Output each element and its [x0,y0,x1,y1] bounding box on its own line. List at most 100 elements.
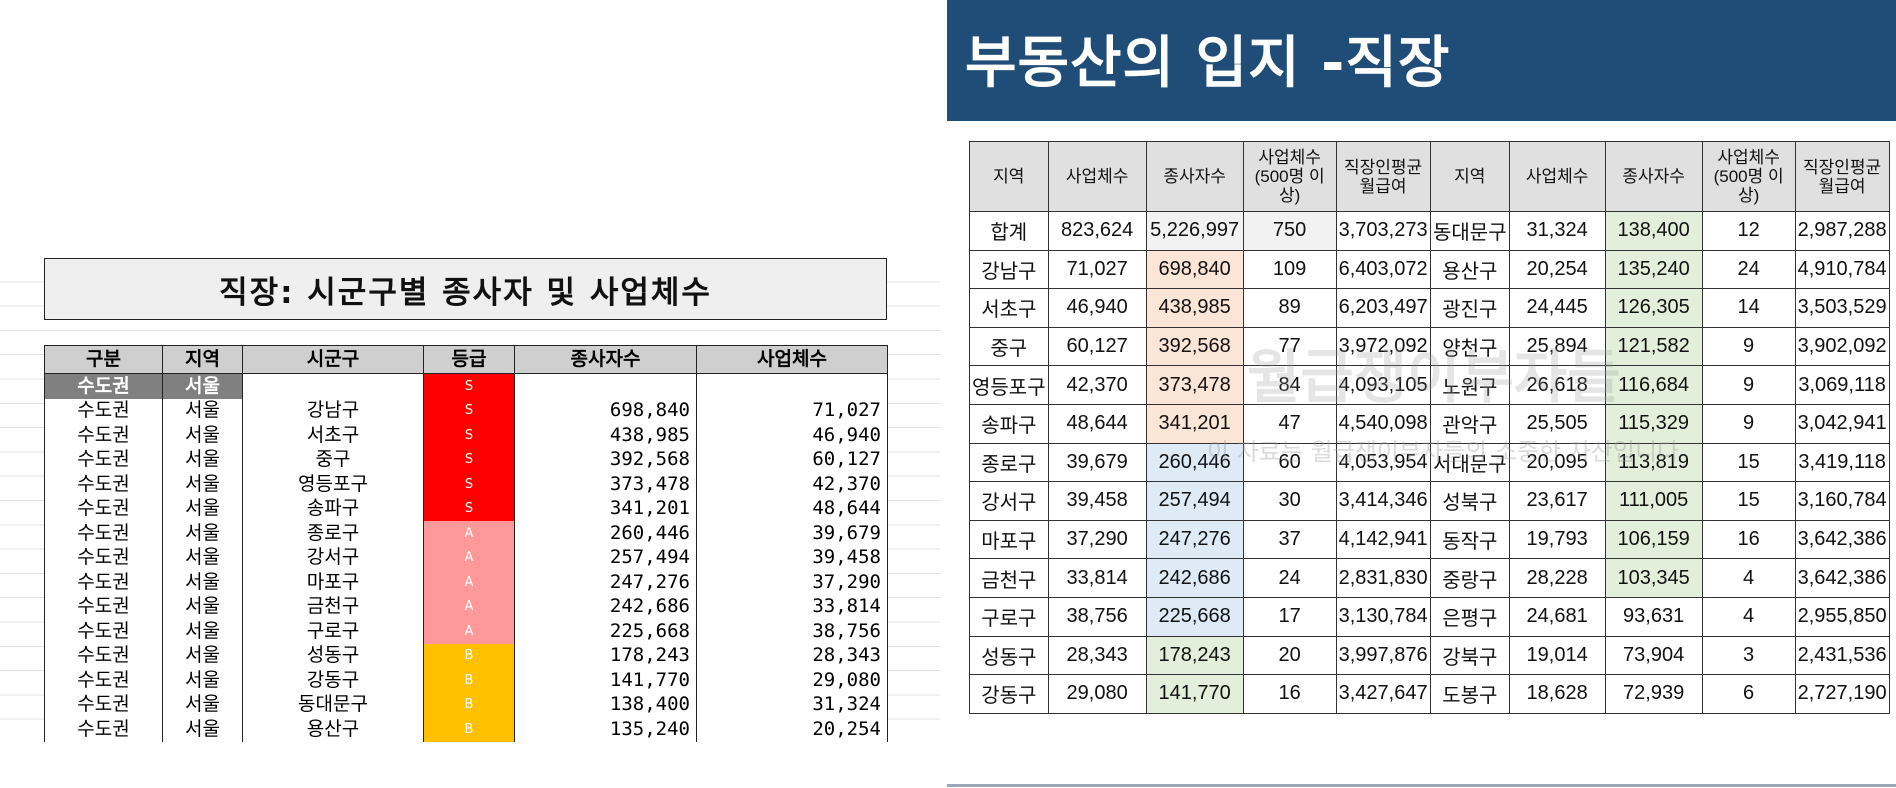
businesses-cell[interactable]: 28,343 [696,643,888,668]
district-cell[interactable]: 동대문구 [242,692,424,717]
region-cell[interactable]: 서울 [162,496,243,521]
header-businesses[interactable]: 사업체수 [696,345,888,374]
district-row: 금천구 33,814 242,686 24 2,831,830 [969,558,1431,598]
businesses-cell[interactable]: 31,324 [696,692,888,717]
region-cell[interactable]: 서울 [162,717,243,742]
region-cell[interactable]: 서울 [162,594,243,619]
district-row: 종로구 39,679 260,446 60 4,053,954 [969,442,1431,483]
district-cell[interactable]: 송파구 [242,496,424,521]
businesses-cell[interactable]: 60,127 [696,447,888,472]
grade-cell[interactable]: S [423,423,515,448]
header-workers[interactable]: 종사자수 [514,345,697,374]
workers-cell[interactable]: 257,494 [514,545,697,570]
header-region[interactable]: 지역 [162,345,243,374]
workers-cell[interactable]: 135,240 [514,717,697,742]
businesses-cell[interactable]: 38,756 [696,619,888,644]
grade-cell[interactable]: S [423,472,515,497]
header-category[interactable]: 구분 [44,345,163,374]
category-cell[interactable]: 수도권 [44,496,163,521]
category-cell[interactable]: 수도권 [44,692,163,717]
large-businesses-cell: 15 [1701,442,1796,483]
district-cell[interactable]: 강서구 [242,545,424,570]
district-cell[interactable]: 강남구 [242,398,424,423]
grade-cell[interactable]: B [423,668,515,693]
workers-cell[interactable]: 392,568 [514,447,697,472]
workers-cell[interactable]: 242,686 [514,594,697,619]
businesses-cell[interactable]: 39,458 [696,545,888,570]
category-cell[interactable]: 수도권 [44,521,163,546]
region-district-cell[interactable] [242,373,424,399]
businesses-cell[interactable]: 39,679 [696,521,888,546]
region-cell[interactable]: 서울 [162,692,243,717]
grade-cell[interactable]: A [423,594,515,619]
district-cell[interactable]: 성동구 [242,643,424,668]
businesses-cell[interactable]: 46,940 [696,423,888,448]
grade-cell[interactable]: S [423,447,515,472]
region-grade-cell[interactable]: S [423,373,515,399]
region-name-cell[interactable]: 서울 [162,373,243,399]
grade-cell[interactable]: A [423,545,515,570]
grade-cell[interactable]: B [423,717,515,742]
grade-cell[interactable]: A [423,619,515,644]
businesses-cell[interactable]: 37,290 [696,570,888,595]
workers-cell[interactable]: 225,668 [514,619,697,644]
district-cell[interactable]: 마포구 [242,570,424,595]
grade-cell[interactable]: B [423,692,515,717]
district-cell[interactable]: 종로구 [242,521,424,546]
grade-cell[interactable]: A [423,521,515,546]
workers-cell[interactable]: 178,243 [514,643,697,668]
businesses-cell[interactable]: 48,644 [696,496,888,521]
region-workers-cell[interactable] [514,373,697,399]
category-cell[interactable]: 수도권 [44,447,163,472]
workers-cell[interactable]: 373,478 [514,472,697,497]
category-cell[interactable]: 수도권 [44,594,163,619]
district-cell[interactable]: 구로구 [242,619,424,644]
workers-cell[interactable]: 698,840 [514,398,697,423]
region-cell[interactable]: 서울 [162,619,243,644]
workers-cell[interactable]: 138,400 [514,692,697,717]
grade-cell[interactable]: S [423,496,515,521]
workers-cell[interactable]: 247,276 [514,570,697,595]
region-cell[interactable]: 서울 [162,643,243,668]
district-cell[interactable]: 영등포구 [242,472,424,497]
region-cell[interactable]: 서울 [162,521,243,546]
workers-cell[interactable]: 438,985 [514,423,697,448]
region-businesses-cell[interactable] [696,373,888,399]
workers-cell[interactable]: 341,201 [514,496,697,521]
region-cell[interactable]: 서울 [162,570,243,595]
category-cell[interactable]: 수도권 [44,668,163,693]
businesses-cell[interactable]: 20,254 [696,717,888,742]
region-cell[interactable]: 서울 [162,668,243,693]
district-cell[interactable]: 금천구 [242,594,424,619]
region-cell[interactable]: 서울 [162,472,243,497]
grade-cell[interactable]: S [423,398,515,423]
category-cell[interactable]: 수도권 [44,619,163,644]
businesses-cell[interactable]: 33,814 [696,594,888,619]
workers-cell[interactable]: 260,446 [514,521,697,546]
businesses-cell[interactable]: 42,370 [696,472,888,497]
district-cell[interactable]: 서초구 [242,423,424,448]
region-cell[interactable]: 서울 [162,545,243,570]
district-cell[interactable]: 중구 [242,447,424,472]
category-cell[interactable]: 수도권 [44,472,163,497]
workers-cell[interactable]: 141,770 [514,668,697,693]
category-cell[interactable]: 수도권 [44,398,163,423]
grade-cell[interactable]: B [423,643,515,668]
region-cell[interactable]: 서울 [162,447,243,472]
header-grade[interactable]: 등급 [423,345,515,374]
category-cell[interactable]: 수도권 [44,643,163,668]
region-cell[interactable]: 서울 [162,423,243,448]
category-cell[interactable]: 수도권 [44,717,163,742]
header-district[interactable]: 시군구 [242,345,424,374]
grade-cell[interactable]: A [423,570,515,595]
category-cell[interactable]: 수도권 [44,570,163,595]
region-cell[interactable]: 서울 [162,398,243,423]
district-cell[interactable]: 용산구 [242,717,424,742]
category-cell[interactable]: 수도권 [44,545,163,570]
businesses-cell[interactable]: 29,080 [696,668,888,693]
district-cell[interactable]: 강동구 [242,668,424,693]
businesses-cell[interactable]: 71,027 [696,398,888,423]
category-cell[interactable]: 수도권 [44,423,163,448]
region-cell: 마포구 [969,519,1049,560]
region-category-cell[interactable]: 수도권 [44,373,163,399]
